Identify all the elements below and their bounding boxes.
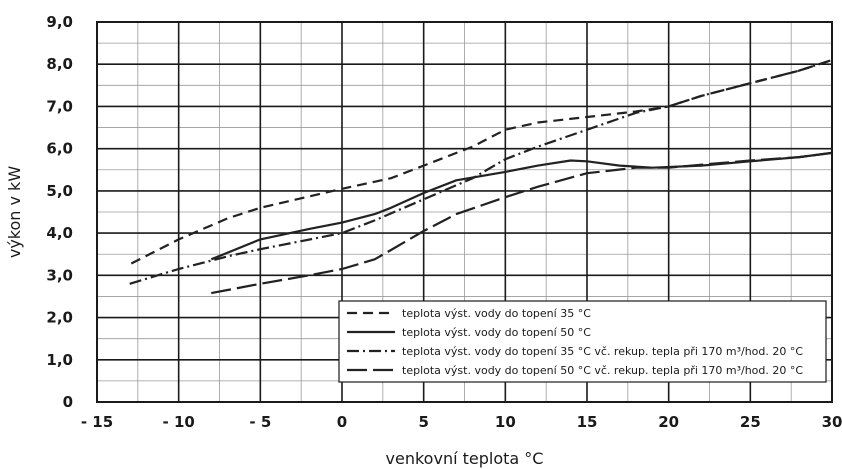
legend: teplota výst. vody do topení 35 °C teplot…: [338, 300, 827, 383]
y-tick-label: 2,0: [46, 309, 73, 327]
x-tick-label: - 15: [81, 413, 113, 431]
x-tick-label: 20: [658, 413, 679, 431]
y-tick-label: 4,0: [46, 224, 73, 242]
legend-box: [338, 300, 827, 383]
x-axis-title: venkovní teplota °C: [386, 449, 544, 468]
x-tick-label: 30: [822, 413, 842, 431]
x-tick-label: - 10: [163, 413, 195, 431]
y-axis-ticks: 0 1,0 2,0 3,0 4,0 5,0 6,0 7,0 8,0 9,0: [46, 13, 73, 411]
y-tick-label: 6,0: [46, 140, 73, 158]
legend-entry-label: teplota výst. vody do topení 50 °C: [402, 326, 591, 339]
x-tick-label: 15: [577, 413, 598, 431]
y-tick-label: 9,0: [46, 13, 73, 31]
y-tick-label: 1,0: [46, 351, 73, 369]
x-tick-label: 0: [337, 413, 347, 431]
y-axis-title: výkon v kW: [5, 166, 24, 258]
legend-entry-label: teplota výst. vody do topení 50 °C vč. r…: [402, 364, 803, 377]
series-line-4: [211, 151, 833, 295]
y-tick-label: 7,0: [46, 97, 73, 115]
y-tick-label: 5,0: [46, 182, 73, 200]
x-axis-ticks: - 15 - 10 - 5 0 5 10 15 20 25 30: [81, 413, 842, 431]
x-tick-label: 25: [740, 413, 761, 431]
legend-entry-label: teplota výst. vody do topení 35 °C vč. r…: [402, 345, 803, 358]
plot-frame: [96, 21, 833, 403]
x-tick-label: 5: [418, 413, 428, 431]
y-tick-label: 3,0: [46, 266, 73, 284]
series-line-2: [210, 151, 833, 261]
series-lines: [129, 58, 833, 295]
y-tick-label: 8,0: [46, 55, 73, 73]
y-tick-label: 0: [63, 393, 73, 411]
x-tick-label: 10: [495, 413, 516, 431]
series-line-3: [129, 58, 833, 285]
legend-entry-label: teplota výst. vody do topení 35 °C: [402, 307, 591, 320]
x-tick-label: - 5: [249, 413, 271, 431]
